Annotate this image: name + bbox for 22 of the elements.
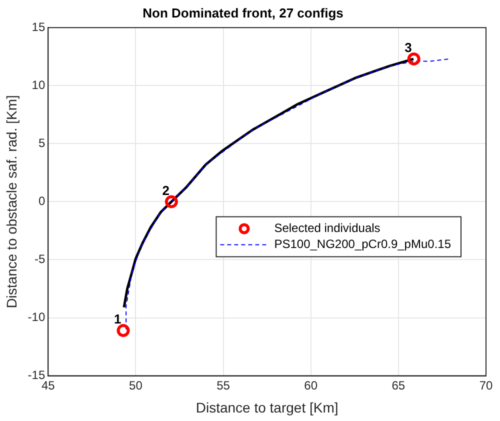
y-axis-title: Distance to obstacle saf. rad. [Km]	[3, 95, 20, 308]
y-tick-label: 15	[32, 20, 46, 34]
annotation: 2	[162, 182, 170, 198]
point	[116, 324, 130, 338]
x-tick-label: 60	[304, 378, 318, 392]
annotation: 3	[404, 40, 412, 56]
x-tick-label: 70	[479, 378, 493, 392]
y-tick-label: -5	[34, 252, 46, 266]
point	[407, 52, 420, 66]
x-tick-label: 55	[216, 378, 230, 392]
y-tick-label: -10	[28, 310, 46, 324]
x-axis-title: Distance to target [Km]	[196, 399, 338, 416]
chart-title: Non Dominated front, 27 configs	[142, 5, 344, 20]
y-tick-label: 0	[38, 194, 46, 208]
x-tick-label: 50	[129, 378, 143, 392]
y-tick-label: 10	[32, 78, 46, 92]
point	[164, 195, 178, 208]
legend-label: PS100_NG200_pCr0.9_pMu0.15	[274, 237, 452, 252]
annotation: 1	[114, 312, 122, 327]
x-tick-label: 65	[392, 378, 406, 392]
legend-label: Selected individuals	[274, 221, 380, 236]
y-tick-label: 5	[38, 136, 46, 150]
